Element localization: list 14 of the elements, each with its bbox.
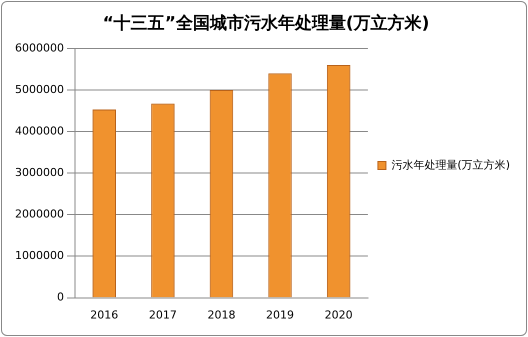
y-tick-label: 6000000: [14, 41, 64, 54]
y-tick-label: 4000000: [14, 124, 64, 138]
y-tick-label: 3000000: [14, 166, 64, 179]
legend-label: 污水年处理量(万立方米): [391, 158, 510, 172]
x-tick-label: 2017: [148, 308, 177, 322]
y-tick-label: 5000000: [14, 82, 64, 96]
chart-title: “十三五”全国城市污水年处理量(万立方米): [102, 14, 430, 34]
y-tick-label: 1000000: [14, 249, 64, 262]
y-tick-label: 2000000: [14, 208, 64, 221]
y-tick-label: 0: [56, 290, 64, 304]
x-tick-label: 2019: [266, 308, 294, 322]
x-tick-label: 2018: [207, 308, 236, 322]
x-tick-label: 2020: [324, 308, 353, 322]
x-tick-label: 2016: [90, 308, 118, 322]
